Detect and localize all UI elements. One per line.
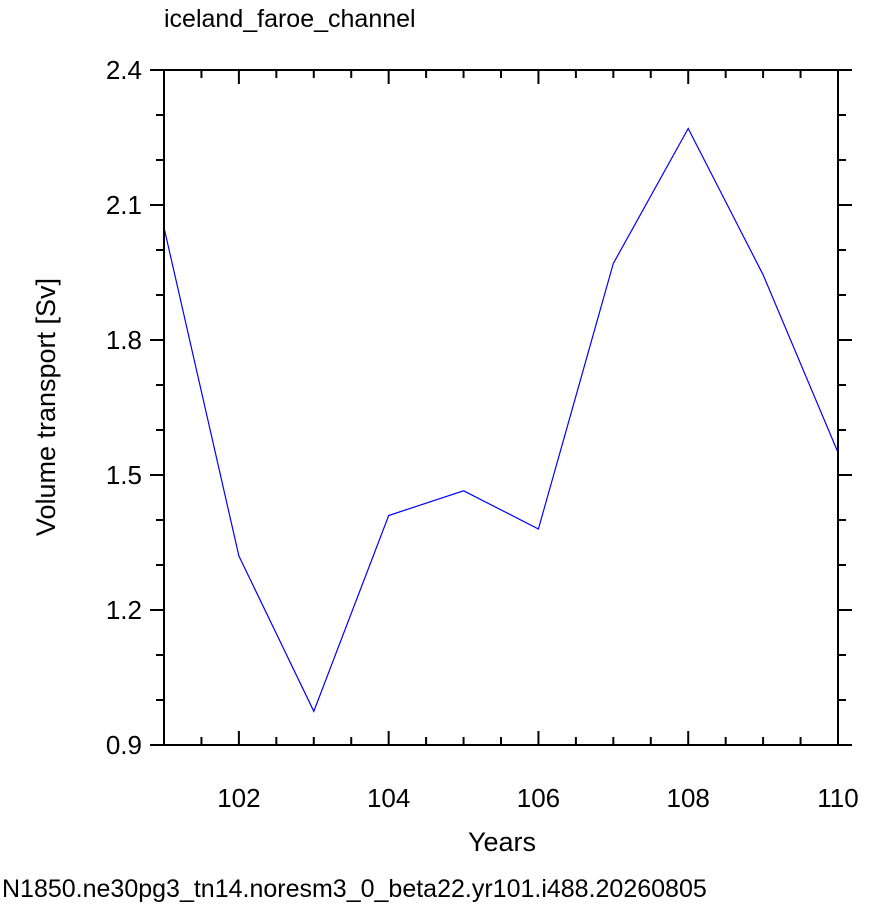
plot-frame — [163, 69, 839, 746]
case-name-footer: N1850.ne30pg3_tn14.noresm3_0_beta22.yr10… — [2, 875, 707, 903]
x-tick-label: 110 — [817, 783, 858, 813]
x-axis-label: Years — [468, 827, 536, 857]
y-axis-label: Volume transport [Sv] — [31, 278, 61, 536]
y-tick-label: 1.5 — [106, 460, 142, 490]
axis-ticks — [150, 69, 852, 746]
x-tick-label: 104 — [367, 783, 410, 813]
series-line — [163, 127, 839, 713]
y-tick-label: 2.1 — [106, 190, 142, 220]
axis-tick-labels: 102 104 106 108 110 0.9 1.2 1.5 1.8 2.1 2.4 — [106, 55, 859, 813]
y-tick-label: 1.2 — [106, 595, 142, 625]
y-tick-label: 0.9 — [106, 730, 142, 760]
x-tick-label: 102 — [217, 783, 260, 813]
y-tick-label: 2.4 — [106, 55, 142, 85]
x-tick-label: 106 — [517, 783, 560, 813]
x-tick-label: 108 — [667, 783, 710, 813]
y-tick-label: 1.8 — [106, 325, 142, 355]
chart-title: iceland_faroe_channel — [164, 5, 416, 33]
